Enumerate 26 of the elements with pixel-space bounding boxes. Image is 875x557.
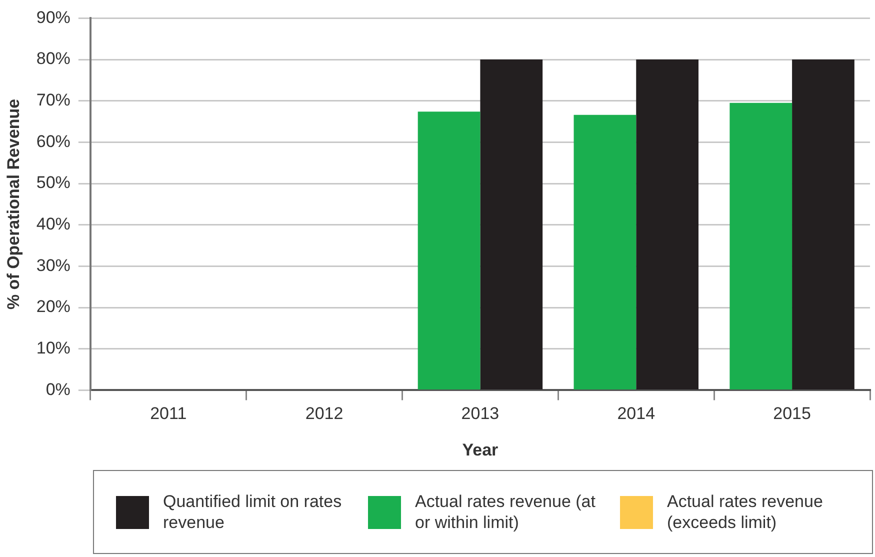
y-tick-label: 30%	[36, 256, 70, 275]
bar	[730, 102, 792, 390]
legend-label: Actual rates revenue (exceeds limit)	[667, 491, 824, 533]
x-tick-label: 2012	[305, 404, 344, 424]
x-tick-label: 2015	[773, 404, 811, 424]
y-tick-label: 50%	[36, 173, 70, 192]
y-tick-label: 70%	[36, 90, 70, 110]
legend-label: Quantified limit on rates revenue	[163, 491, 343, 533]
x-axis-title: Year	[462, 440, 499, 460]
x-tick-label: 2011	[150, 404, 187, 424]
y-tick-label: 60%	[36, 132, 70, 151]
bar	[418, 112, 480, 390]
bar	[792, 60, 854, 390]
y-tick-label: 80%	[36, 49, 70, 68]
y-tick-label: 90%	[36, 8, 70, 27]
y-tick-label: 10%	[36, 338, 70, 358]
x-tick-label: 2013	[461, 404, 500, 424]
y-tick-label: 0%	[46, 380, 70, 399]
bar	[480, 60, 543, 390]
y-tick-label: 20%	[36, 297, 70, 316]
bar	[574, 114, 636, 390]
y-axis-title: % of Operational Revenue	[4, 98, 23, 310]
bar	[636, 60, 698, 390]
x-tick-label: 2014	[617, 404, 656, 424]
legend-label: Actual rates revenue (at or within limit)	[415, 491, 596, 533]
y-tick-label: 40%	[36, 214, 70, 234]
